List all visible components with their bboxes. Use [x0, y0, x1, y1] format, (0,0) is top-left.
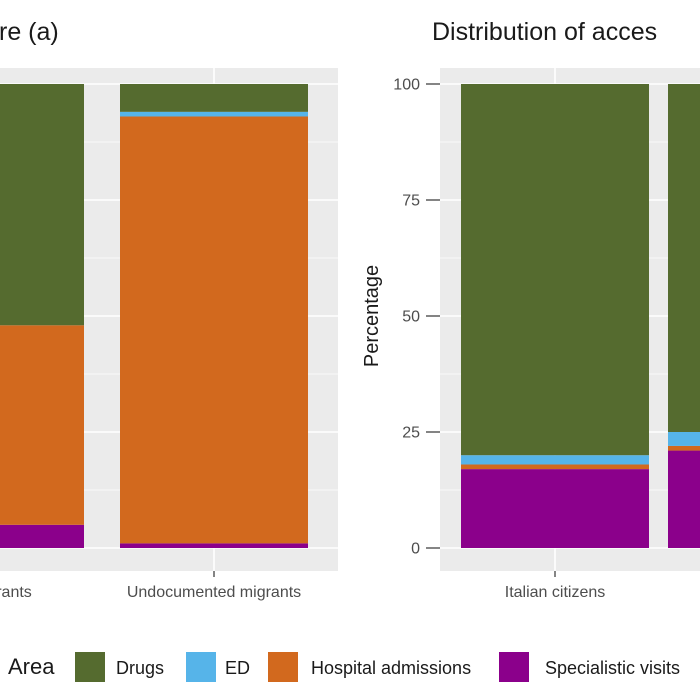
bar-segment-hospital-admissions	[120, 116, 308, 544]
x-tick-label: Italian citizens	[505, 584, 606, 601]
bar-segment-ed	[461, 455, 649, 465]
right-y-axis-label: Percentage	[361, 265, 383, 367]
legend-key-drugs	[75, 652, 105, 682]
legend-title: Area	[8, 654, 55, 679]
right-chart: Distribution of acces Percentage 0 25 50 75…	[361, 18, 700, 601]
y-tick-label: 75	[402, 193, 420, 210]
bar-segment-hospital-admissions	[0, 325, 84, 525]
legend-label: ED	[225, 658, 250, 678]
bar-segment-hospital-admissions	[461, 464, 649, 470]
bar-segment-specialistic-visits	[461, 469, 649, 548]
bar-segment-drugs	[120, 84, 308, 112]
legend-label: Drugs	[116, 658, 164, 678]
left-bars	[0, 84, 308, 548]
bar-segment-drugs	[668, 84, 700, 432]
bar-segment-drugs	[0, 84, 84, 326]
bar-segment-drugs	[461, 84, 649, 456]
x-tick-label: Undocumented migrants	[127, 584, 301, 601]
legend-label: Specialistic visits	[545, 658, 680, 678]
right-chart-title: Distribution of acces	[432, 18, 657, 46]
left-chart: re (a) ed migrants Undocumented migrants	[0, 18, 338, 601]
bar-segment-ed	[668, 432, 700, 446]
y-tick-label: 100	[393, 77, 420, 94]
legend-key-hospital-admissions	[268, 652, 298, 682]
bar-segment-specialistic-visits	[0, 524, 84, 548]
right-bars	[461, 84, 700, 548]
legend-items: Drugs ED Hospital admissions Specialistic v…	[75, 652, 680, 682]
bar-segment-specialistic-visits	[668, 450, 700, 548]
left-x-ticks: ed migrants Undocumented migrants	[0, 571, 301, 601]
bar-segment-hospital-admissions	[668, 445, 700, 451]
legend-key-specialistic-visits	[499, 652, 529, 682]
legend-key-ed	[186, 652, 216, 682]
legend: Area Drugs ED Hospital admissions Specialis…	[8, 652, 680, 682]
legend-label: Hospital admissions	[311, 658, 471, 678]
right-y-ticks: 0 25 50 75 100	[393, 77, 440, 558]
x-tick-label: ed migrants	[0, 584, 32, 601]
left-chart-title: re (a)	[0, 18, 59, 46]
bar-segment-ed	[120, 111, 308, 117]
right-x-ticks: Italian citizensDoc	[505, 571, 606, 601]
y-tick-label: 0	[411, 541, 420, 558]
bar-segment-specialistic-visits	[120, 543, 308, 548]
y-tick-label: 25	[402, 425, 420, 442]
y-tick-label: 50	[402, 309, 420, 326]
